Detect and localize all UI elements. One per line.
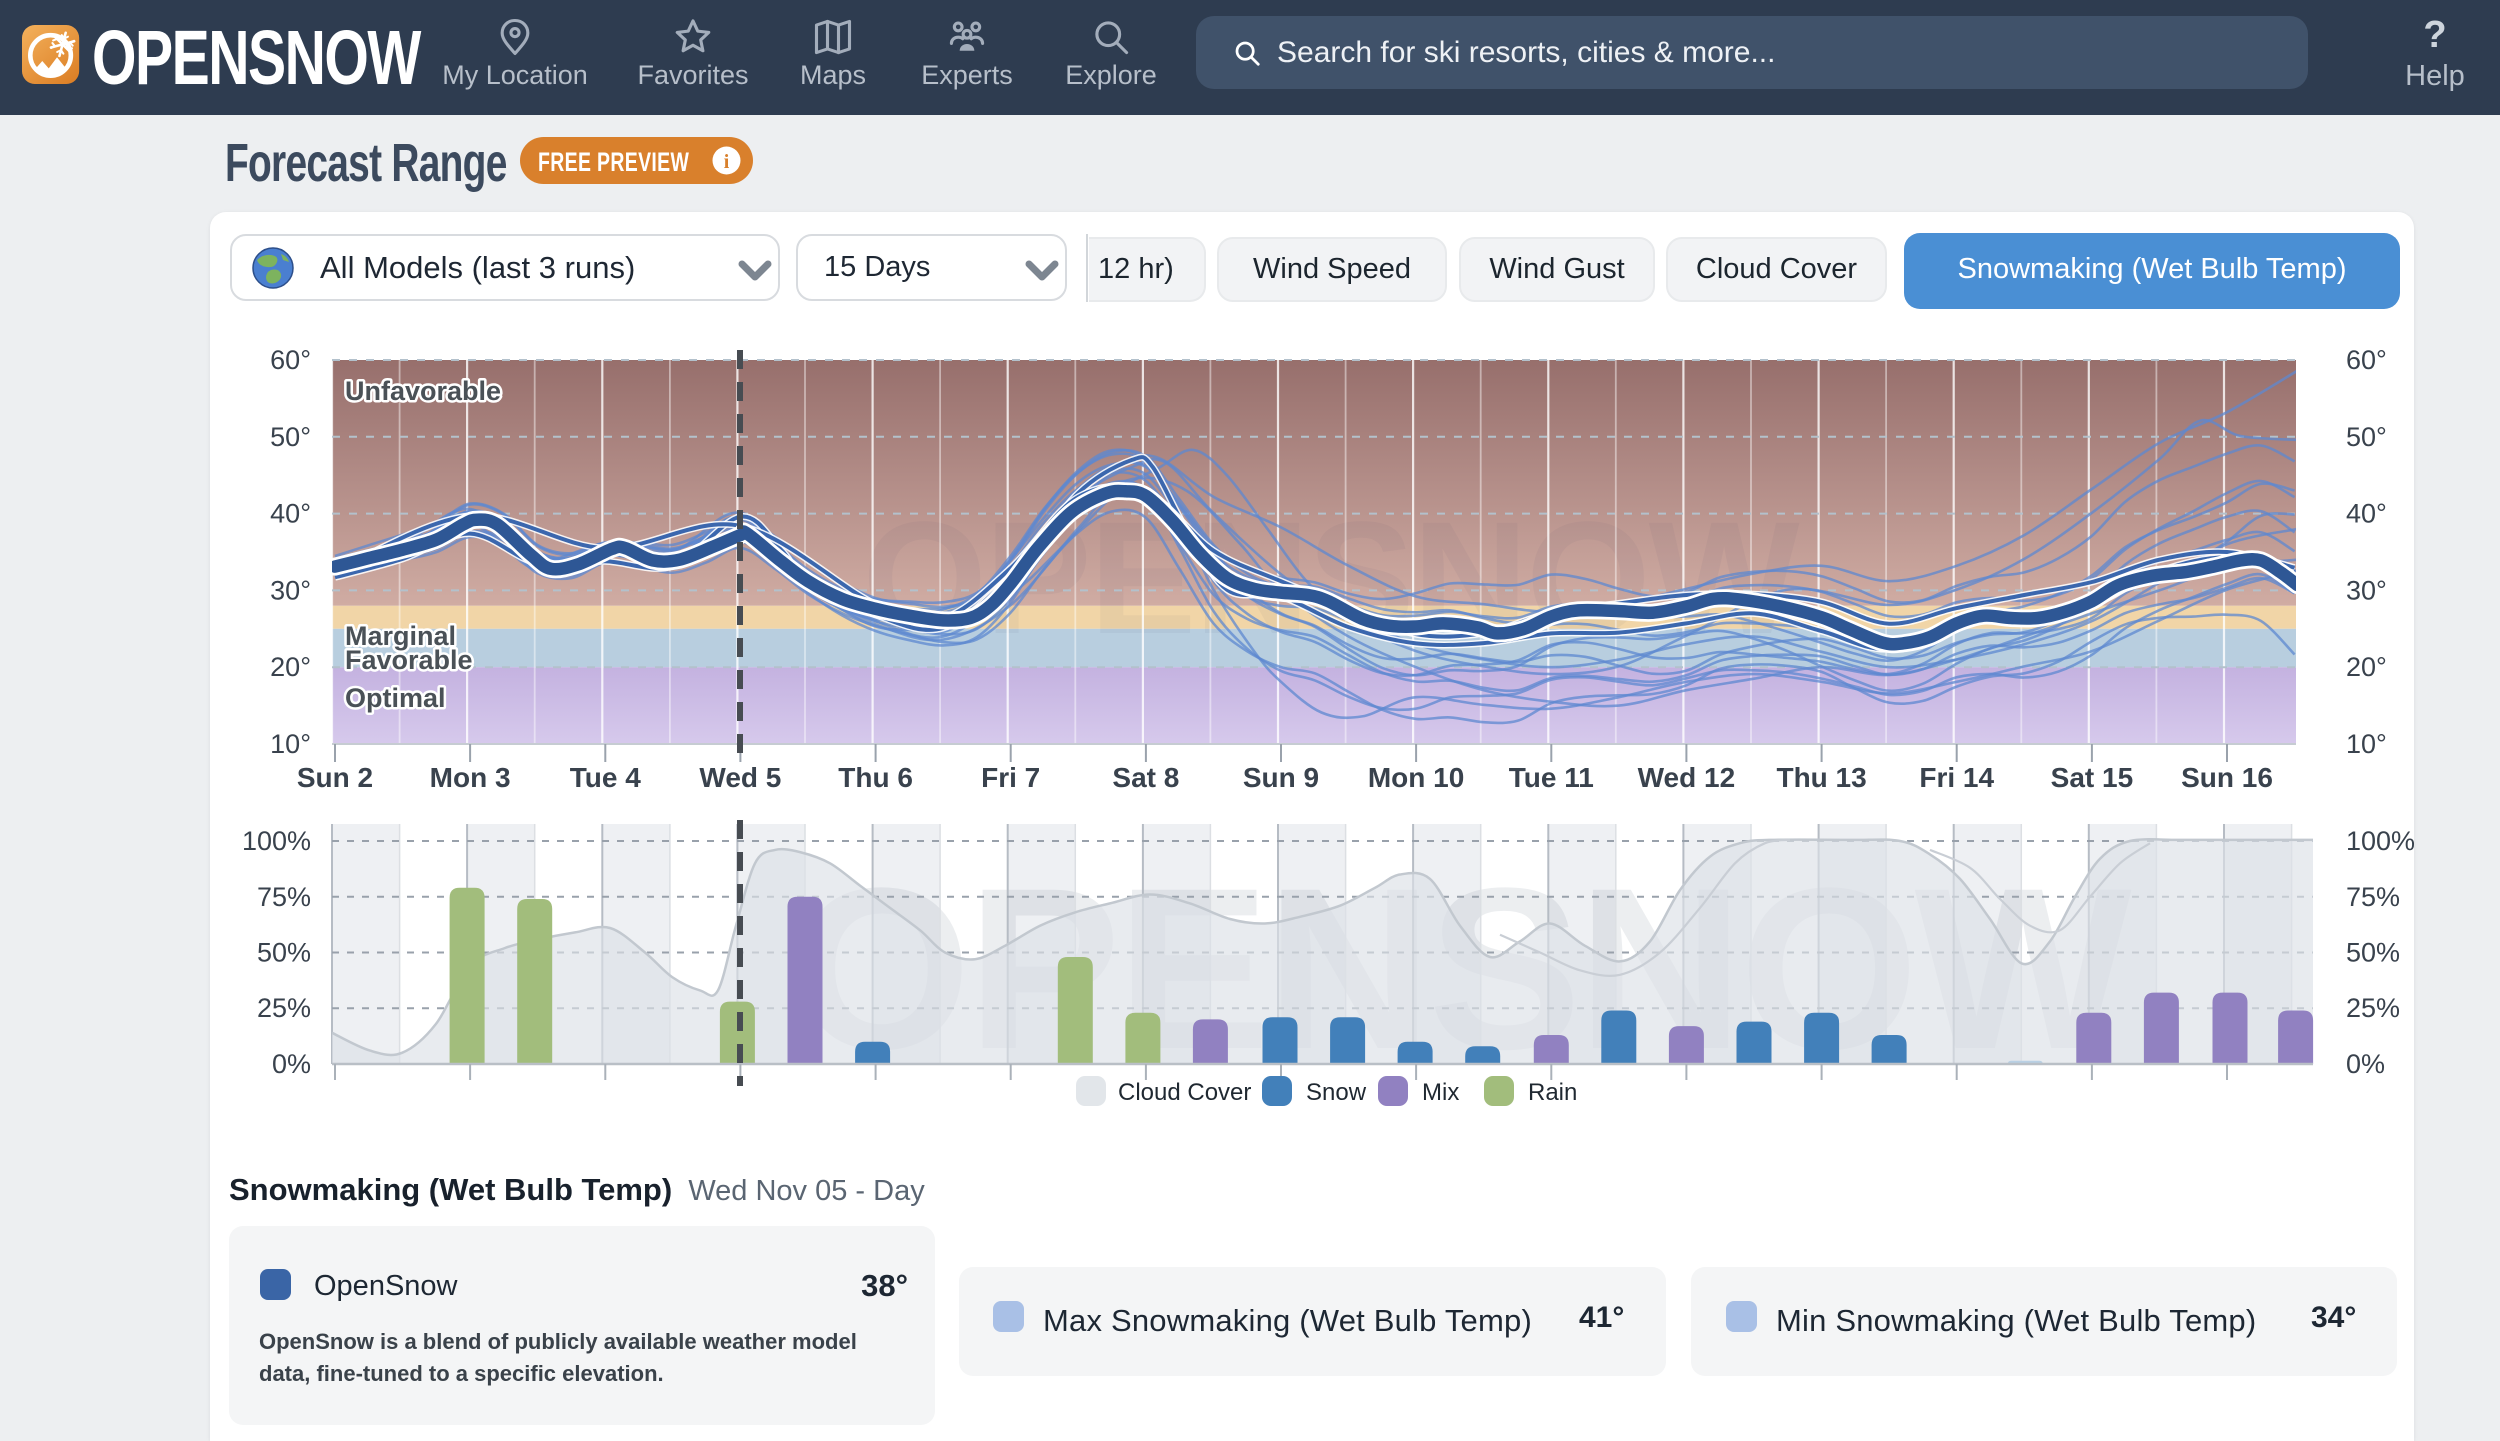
svg-text:Sun 2: Sun 2 <box>297 762 373 793</box>
svg-text:Mon 3: Mon 3 <box>430 762 511 793</box>
svg-text:Fri 14: Fri 14 <box>1919 762 1994 793</box>
svg-text:Cloud Cover: Cloud Cover <box>1118 1079 1251 1106</box>
svg-text:50%: 50% <box>257 938 311 968</box>
svg-text:Sat 15: Sat 15 <box>2051 762 2134 793</box>
svg-text:75%: 75% <box>257 882 311 912</box>
svg-text:Thu 13: Thu 13 <box>1776 762 1866 793</box>
svg-text:Favorable: Favorable <box>345 645 473 675</box>
svg-text:25%: 25% <box>2346 993 2400 1023</box>
svg-text:100%: 100% <box>242 826 311 856</box>
svg-text:Fri 7: Fri 7 <box>981 762 1040 793</box>
svg-text:10°: 10° <box>270 729 311 759</box>
svg-text:30°: 30° <box>270 575 311 605</box>
svg-text:0%: 0% <box>272 1049 311 1079</box>
svg-text:Tue 4: Tue 4 <box>570 762 641 793</box>
svg-text:60°: 60° <box>270 345 311 375</box>
svg-text:Snow: Snow <box>1306 1079 1367 1106</box>
svg-text:Tue 11: Tue 11 <box>1509 762 1594 793</box>
svg-text:Thu 6: Thu 6 <box>838 762 913 793</box>
svg-text:50°: 50° <box>270 422 311 452</box>
svg-text:Sat 8: Sat 8 <box>1112 762 1179 793</box>
svg-text:50%: 50% <box>2346 938 2400 968</box>
svg-text:Optimal: Optimal <box>345 683 446 713</box>
svg-text:40°: 40° <box>270 499 311 529</box>
svg-text:50°: 50° <box>2346 422 2387 452</box>
svg-text:10°: 10° <box>2346 729 2387 759</box>
svg-text:30°: 30° <box>2346 575 2387 605</box>
svg-text:Sun 16: Sun 16 <box>2181 762 2273 793</box>
svg-text:20°: 20° <box>2346 652 2387 682</box>
svg-text:Mix: Mix <box>1422 1079 1459 1106</box>
svg-text:Unfavorable: Unfavorable <box>345 376 501 406</box>
svg-text:60°: 60° <box>2346 345 2387 375</box>
svg-text:Sun 9: Sun 9 <box>1243 762 1319 793</box>
svg-text:Mon 10: Mon 10 <box>1368 762 1464 793</box>
svg-text:Marginal: Marginal <box>345 621 456 651</box>
svg-text:Wed 5: Wed 5 <box>699 762 781 793</box>
svg-text:Wed 12: Wed 12 <box>1638 762 1736 793</box>
svg-text:0%: 0% <box>2346 1049 2385 1079</box>
svg-text:i: i <box>724 151 730 173</box>
svg-text:25%: 25% <box>257 993 311 1023</box>
svg-text:100%: 100% <box>2346 826 2414 856</box>
svg-text:Rain: Rain <box>1528 1079 1577 1106</box>
svg-text:75%: 75% <box>2346 882 2400 912</box>
svg-text:40°: 40° <box>2346 499 2387 529</box>
svg-text:20°: 20° <box>270 652 311 682</box>
